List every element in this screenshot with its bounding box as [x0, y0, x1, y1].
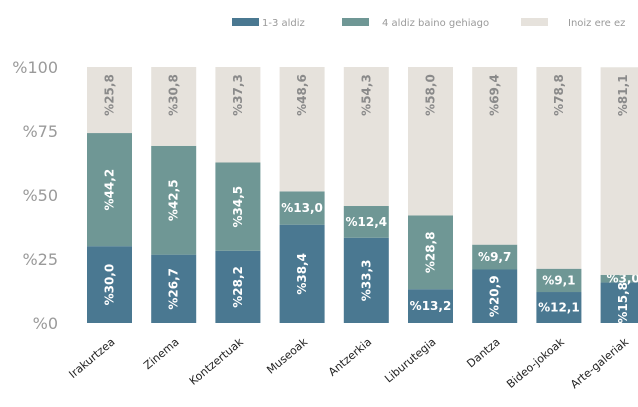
data-label: %28,8 — [424, 232, 438, 274]
bar-segment-1 — [151, 254, 197, 323]
y-tick-label: %50 — [22, 186, 58, 205]
bar-segment-2 — [472, 244, 518, 270]
bar-segment-3 — [536, 67, 582, 269]
bar-segment-1 — [279, 224, 325, 323]
data-label: %42,5 — [167, 179, 181, 221]
bar-segment-1 — [600, 282, 638, 323]
y-tick-label: %75 — [22, 122, 58, 141]
bar-segment-3 — [600, 67, 638, 275]
bar-segment-2 — [600, 274, 638, 283]
data-label: %15,8 — [616, 282, 630, 324]
bars: %30,0 %44,2 %25,8 %26,7 %42,5 %30,8 %28,2 %34,5… — [87, 67, 638, 324]
x-category-label: Zinema — [141, 335, 181, 372]
bar-segment-1 — [536, 292, 582, 323]
legend-swatch-2 — [342, 18, 369, 26]
bar-segment-3 — [151, 67, 197, 146]
data-label: %30,8 — [167, 74, 181, 116]
x-category-label: Irakurtzea — [66, 335, 117, 381]
data-label: %78,8 — [552, 74, 566, 116]
x-category-label: Dantza — [464, 335, 502, 370]
bar-segment-1 — [408, 289, 453, 323]
bar-segment-3 — [343, 67, 389, 207]
bar-segment-1 — [343, 237, 389, 323]
data-label: %12,4 — [345, 215, 387, 229]
data-label: %38,4 — [295, 253, 309, 295]
data-label: %28,2 — [231, 266, 245, 308]
data-label: %54,3 — [359, 74, 373, 116]
x-category-label: Kontzertuak — [187, 335, 247, 388]
bar-segment-2 — [215, 162, 261, 251]
data-label: %26,7 — [167, 268, 181, 310]
y-axis: %0 %25 %50 %75 %100 — [12, 58, 58, 333]
x-axis: Irakurtzea Zinema Kontzertuak Museoak Antzer… — [66, 335, 631, 391]
bar-segment-3 — [472, 67, 518, 245]
x-category-label: Arte-galeriak — [568, 335, 631, 391]
data-label: %25,8 — [103, 74, 117, 116]
bar-segment-2 — [536, 268, 582, 293]
legend-swatch-3 — [521, 18, 548, 26]
data-label: %48,6 — [295, 74, 309, 116]
data-label: %58,0 — [424, 74, 438, 116]
data-label: %3,0 — [606, 272, 638, 286]
x-category-label: Museoak — [264, 335, 310, 377]
bar-segment-2 — [279, 191, 325, 225]
data-label: %13,2 — [410, 299, 452, 313]
bar-segment-3 — [408, 67, 453, 216]
data-label: %13,0 — [281, 201, 323, 215]
legend-label-3: Inoiz ere ez — [568, 18, 625, 29]
bar-segment-1 — [472, 269, 518, 323]
bar-segment-2 — [151, 145, 197, 255]
data-label: %9,7 — [478, 250, 511, 264]
bar-segment-3 — [87, 67, 132, 134]
data-label: %9,1 — [542, 273, 575, 287]
bar-segment-3 — [215, 67, 261, 163]
data-label: %69,4 — [488, 74, 502, 116]
bar-segment-3 — [279, 67, 325, 192]
y-tick-label: %100 — [12, 58, 58, 77]
data-label: %34,5 — [231, 186, 245, 228]
y-tick-label: %25 — [22, 250, 58, 269]
legend: 1-3 aldiz 4 aldiz baino gehiago Inoiz ere … — [232, 18, 625, 29]
bar-segment-2 — [408, 215, 453, 290]
bar-segment-2 — [87, 133, 132, 247]
data-label: %33,3 — [359, 260, 373, 302]
bar-segment-1 — [87, 246, 132, 323]
data-label: %44,2 — [103, 169, 117, 211]
legend-label-1: 1-3 aldiz — [262, 18, 305, 29]
data-label: %20,9 — [488, 275, 502, 317]
data-label: %30,0 — [103, 264, 117, 306]
data-label: %12,1 — [538, 301, 580, 315]
bar-segment-1 — [215, 250, 261, 323]
x-category-label: Liburutegia — [382, 335, 438, 385]
data-label: %37,3 — [231, 74, 245, 116]
x-category-label: Bideo-jokoak — [504, 335, 567, 391]
legend-label-2: 4 aldiz baino gehiago — [382, 18, 489, 29]
legend-swatch-1 — [232, 18, 259, 26]
y-tick-label: %0 — [33, 314, 58, 333]
x-category-label: Antzerkia — [326, 335, 374, 378]
bar-segment-2 — [343, 206, 389, 238]
data-label: %81,1 — [616, 74, 630, 116]
